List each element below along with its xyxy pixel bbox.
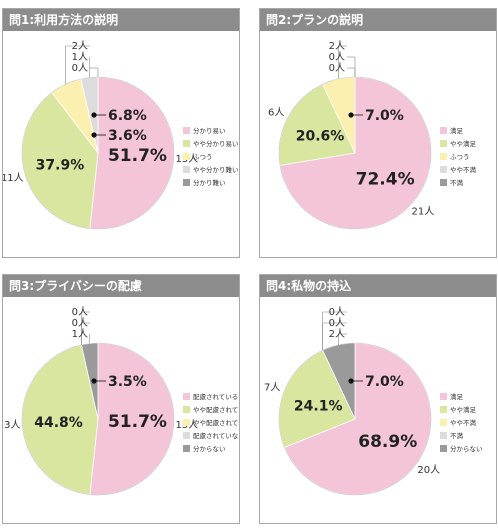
data-label: 20.6% xyxy=(296,129,345,145)
legend-swatch xyxy=(440,393,447,400)
legend-swatch xyxy=(440,419,447,426)
legend-label: やや分かり易い xyxy=(193,139,239,148)
count-label: 1人 xyxy=(72,328,88,340)
legend-swatch xyxy=(440,179,447,186)
legend-label: 配慮されていない xyxy=(193,431,239,440)
legend-label: やや不満 xyxy=(450,166,477,174)
count-label: 0人 xyxy=(329,306,345,318)
data-label: 6.8% xyxy=(108,108,147,124)
legend-swatch xyxy=(183,432,190,439)
pie-outline xyxy=(21,342,175,496)
legend-label: やや満足 xyxy=(450,406,477,414)
data-label: 7.0% xyxy=(365,374,404,390)
count-label: 6人 xyxy=(268,107,284,119)
count-label: 0人 xyxy=(72,62,88,74)
count-label: 0人 xyxy=(72,306,88,318)
legend-label: ふつう xyxy=(193,153,213,161)
count-label: 7人 xyxy=(264,381,280,393)
data-label: 3.5% xyxy=(108,374,147,390)
legend-label: やや配慮されている xyxy=(193,405,239,414)
count-label: 2人 xyxy=(329,328,345,340)
data-label: 44.8% xyxy=(34,415,83,431)
legend-label: 不満 xyxy=(450,179,464,187)
count-label: 21人 xyxy=(411,206,434,218)
data-label: 51.7% xyxy=(108,412,167,432)
count-label: 0人 xyxy=(329,62,345,74)
legend-label: やや不満 xyxy=(450,419,477,427)
legend-swatch xyxy=(183,406,190,413)
count-label: 1人 xyxy=(72,51,88,63)
count-label: 11人 xyxy=(3,172,24,184)
legend-swatch xyxy=(440,153,447,160)
count-label: 2人 xyxy=(72,40,88,52)
legend-label: 配慮されている xyxy=(193,392,238,401)
data-label: 7.0% xyxy=(365,108,404,124)
chart-panel-q4: 問4:私物の持込 68.9% 20人 24.1% 7人 0人 0人 7.0% 2人満足やや満足… xyxy=(259,274,497,524)
legend-swatch xyxy=(440,406,447,413)
legend-label: 分かり易い xyxy=(193,126,226,135)
pie-chart-q1: 51.7%15人37.9%11人6.8%2人3.6%1人0人分かり易いやや分かり… xyxy=(3,40,239,230)
legend-swatch xyxy=(183,153,190,160)
legend-label: 分からない xyxy=(193,444,226,453)
data-label: 68.9% xyxy=(358,432,417,452)
legend-label: ふつう xyxy=(450,153,470,161)
chart-panel-q1: 問1:利用方法の説明 51.7%15人37.9%11人6.8%2人3.6%1人0… xyxy=(2,8,240,258)
data-label: 51.7% xyxy=(108,146,167,166)
legend-label: 満足 xyxy=(450,393,464,401)
legend-swatch xyxy=(183,127,190,134)
legend-swatch xyxy=(183,140,190,147)
count-label: 0人 xyxy=(329,51,345,63)
legend-label: やや配慮されていない xyxy=(193,418,239,427)
chart-title: 問2:プランの説明 xyxy=(260,9,496,31)
legend-label: 不満 xyxy=(450,432,464,440)
legend-swatch xyxy=(440,432,447,439)
pie-chart-q3: 51.7%15人44.8%13人0人0人3.5%1人配慮されているやや配慮されて… xyxy=(3,306,239,496)
legend-swatch xyxy=(183,393,190,400)
count-label: 2人 xyxy=(329,40,345,52)
legend-label: 分からない xyxy=(450,444,483,453)
count-label: 20人 xyxy=(417,464,440,476)
legend-label: やや満足 xyxy=(450,140,477,148)
count-label: 13人 xyxy=(3,419,21,431)
count-label: 0人 xyxy=(329,317,345,329)
data-label: 72.4% xyxy=(356,170,415,190)
chart-title: 問1:利用方法の説明 xyxy=(3,9,239,31)
legend-swatch xyxy=(440,166,447,173)
chart-panel-q3: 問3:プライバシーの配慮 51.7%15人44.8%13人0人0人3.5%1人配… xyxy=(2,274,240,524)
legend-swatch xyxy=(440,445,447,452)
legend-swatch xyxy=(440,140,447,147)
pie-outline xyxy=(278,342,432,496)
chart-title: 問3:プライバシーの配慮 xyxy=(3,275,239,297)
count-label: 0人 xyxy=(72,317,88,329)
legend-label: やや分かり難い xyxy=(193,165,239,174)
legend-swatch xyxy=(183,419,190,426)
legend-label: 分かり難い xyxy=(193,178,226,187)
legend-swatch xyxy=(183,166,190,173)
chart-title: 問4:私物の持込 xyxy=(260,275,496,297)
data-label: 3.6% xyxy=(108,128,147,144)
legend-swatch xyxy=(183,445,190,452)
data-label: 24.1% xyxy=(294,399,343,415)
legend-swatch xyxy=(440,127,447,134)
chart-panel-q2: 問2:プランの説明 72.4% 21人 20.6% 6人 7.0% 2人 0人 0人 満足 やや満… xyxy=(259,8,497,258)
legend-label: 満足 xyxy=(450,127,464,135)
legend-swatch xyxy=(183,179,190,186)
data-label: 37.9% xyxy=(36,158,85,174)
